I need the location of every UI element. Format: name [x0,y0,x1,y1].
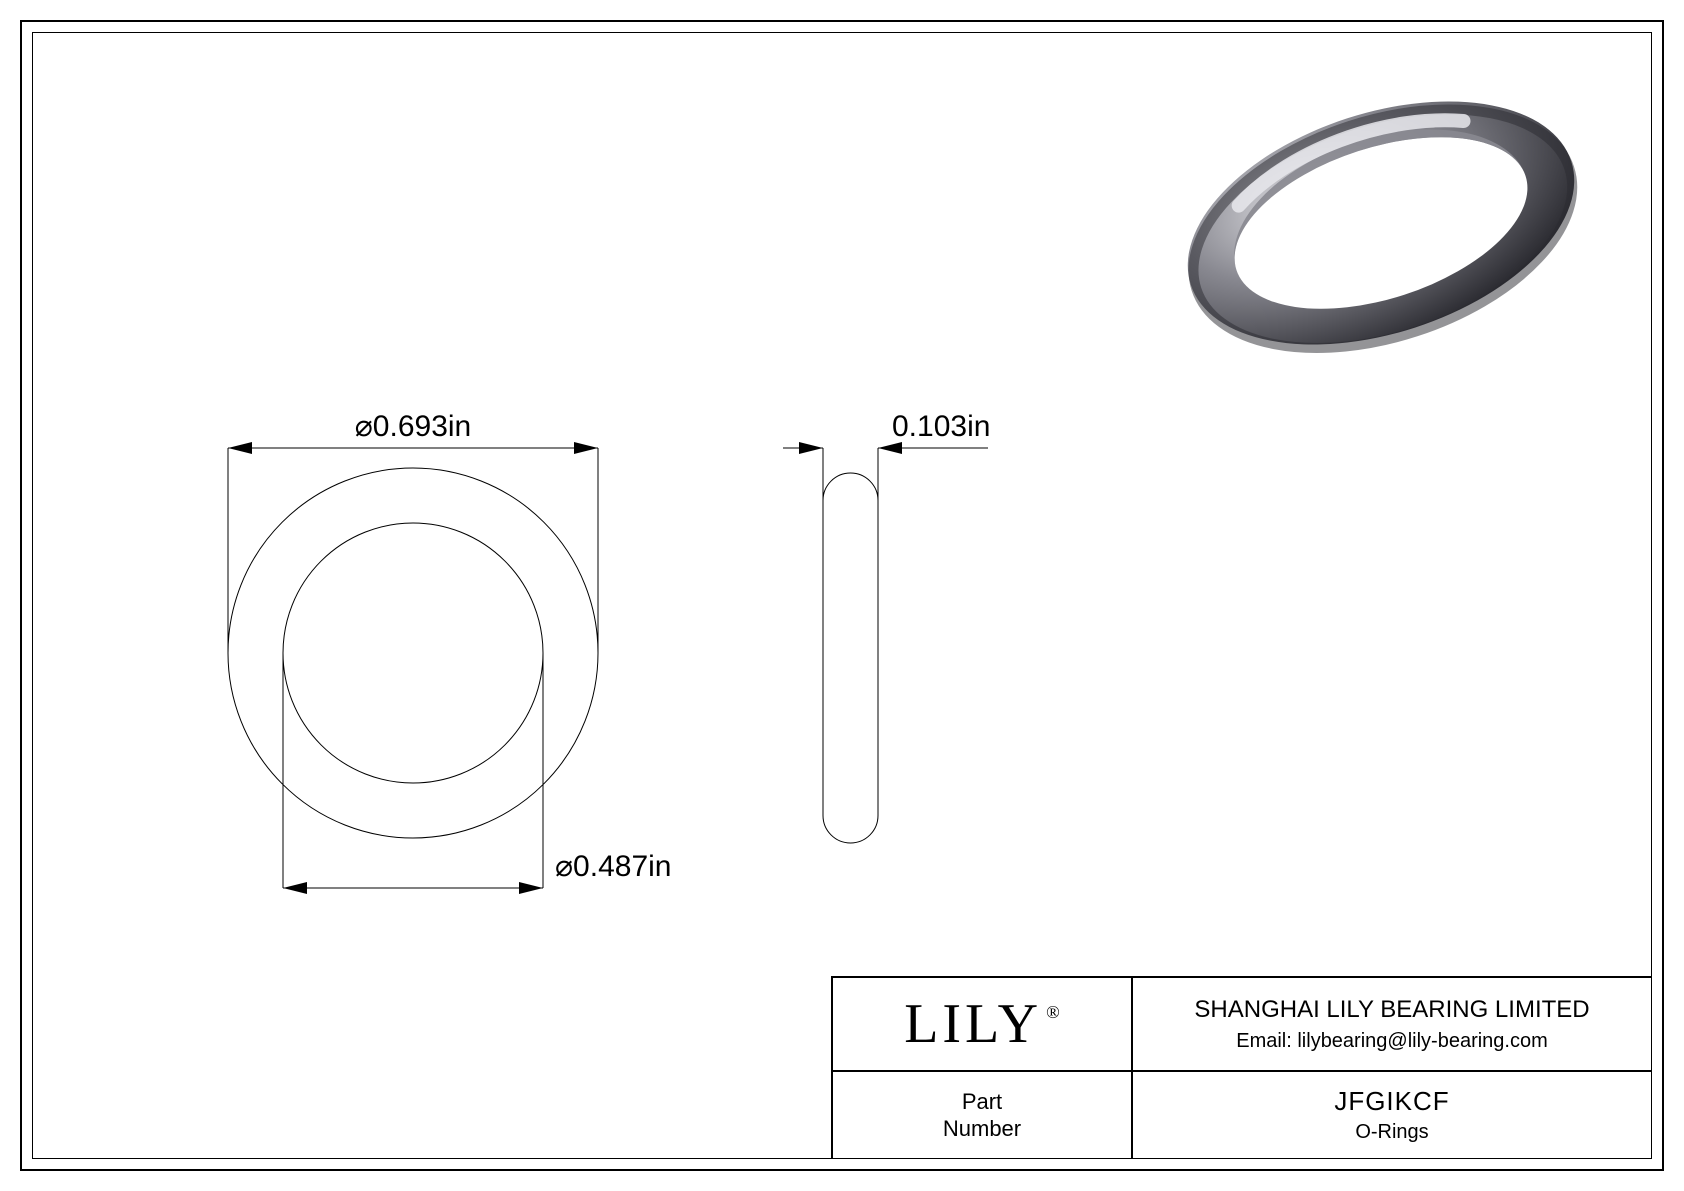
registered-symbol: ® [1046,1002,1064,1022]
company-email: Email: lilybearing@lily-bearing.com [1236,1030,1548,1053]
svg-text:⌀0.487in: ⌀0.487in [555,850,671,883]
title-block: LILY® SHANGHAI LILY BEARING LIMITED Emai… [831,976,1651,1158]
company-cell: SHANGHAI LILY BEARING LIMITED Email: lil… [1133,978,1651,1070]
logo-letters: LILY [904,993,1042,1055]
part-number-label: PartNumber [943,1088,1021,1143]
svg-text:⌀0.693in: ⌀0.693in [355,410,471,443]
drawing-inner-frame: ⌀0.693in ⌀0.487in 0.103in LILY® SHANGHAI … [32,32,1652,1159]
part-description: O-Rings [1355,1121,1428,1144]
oring-3d-render [1121,43,1641,443]
title-block-row-part: PartNumber JFGIKCF O-Rings [833,1070,1651,1158]
logo-cell: LILY® [833,978,1133,1070]
part-number: JFGIKCF [1334,1086,1449,1117]
drawing-sheet: ⌀0.693in ⌀0.487in 0.103in LILY® SHANGHAI … [20,20,1664,1171]
logo-text: LILY® [904,992,1060,1056]
company-name: SHANGHAI LILY BEARING LIMITED [1194,996,1589,1024]
part-number-label-cell: PartNumber [833,1072,1133,1158]
part-number-cell: JFGIKCF O-Rings [1133,1072,1651,1158]
title-block-row-company: LILY® SHANGHAI LILY BEARING LIMITED Emai… [833,978,1651,1070]
svg-text:0.103in: 0.103in [892,410,990,443]
front-view: ⌀0.693in ⌀0.487in [63,33,763,983]
side-view: 0.103in [733,33,1133,983]
